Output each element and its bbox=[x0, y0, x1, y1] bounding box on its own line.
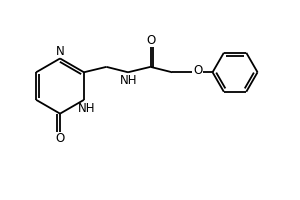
Text: NH: NH bbox=[120, 74, 137, 87]
Text: O: O bbox=[56, 132, 65, 145]
Text: O: O bbox=[146, 34, 155, 47]
Text: O: O bbox=[194, 64, 203, 77]
Text: N: N bbox=[56, 45, 64, 58]
Text: NH: NH bbox=[78, 102, 95, 115]
